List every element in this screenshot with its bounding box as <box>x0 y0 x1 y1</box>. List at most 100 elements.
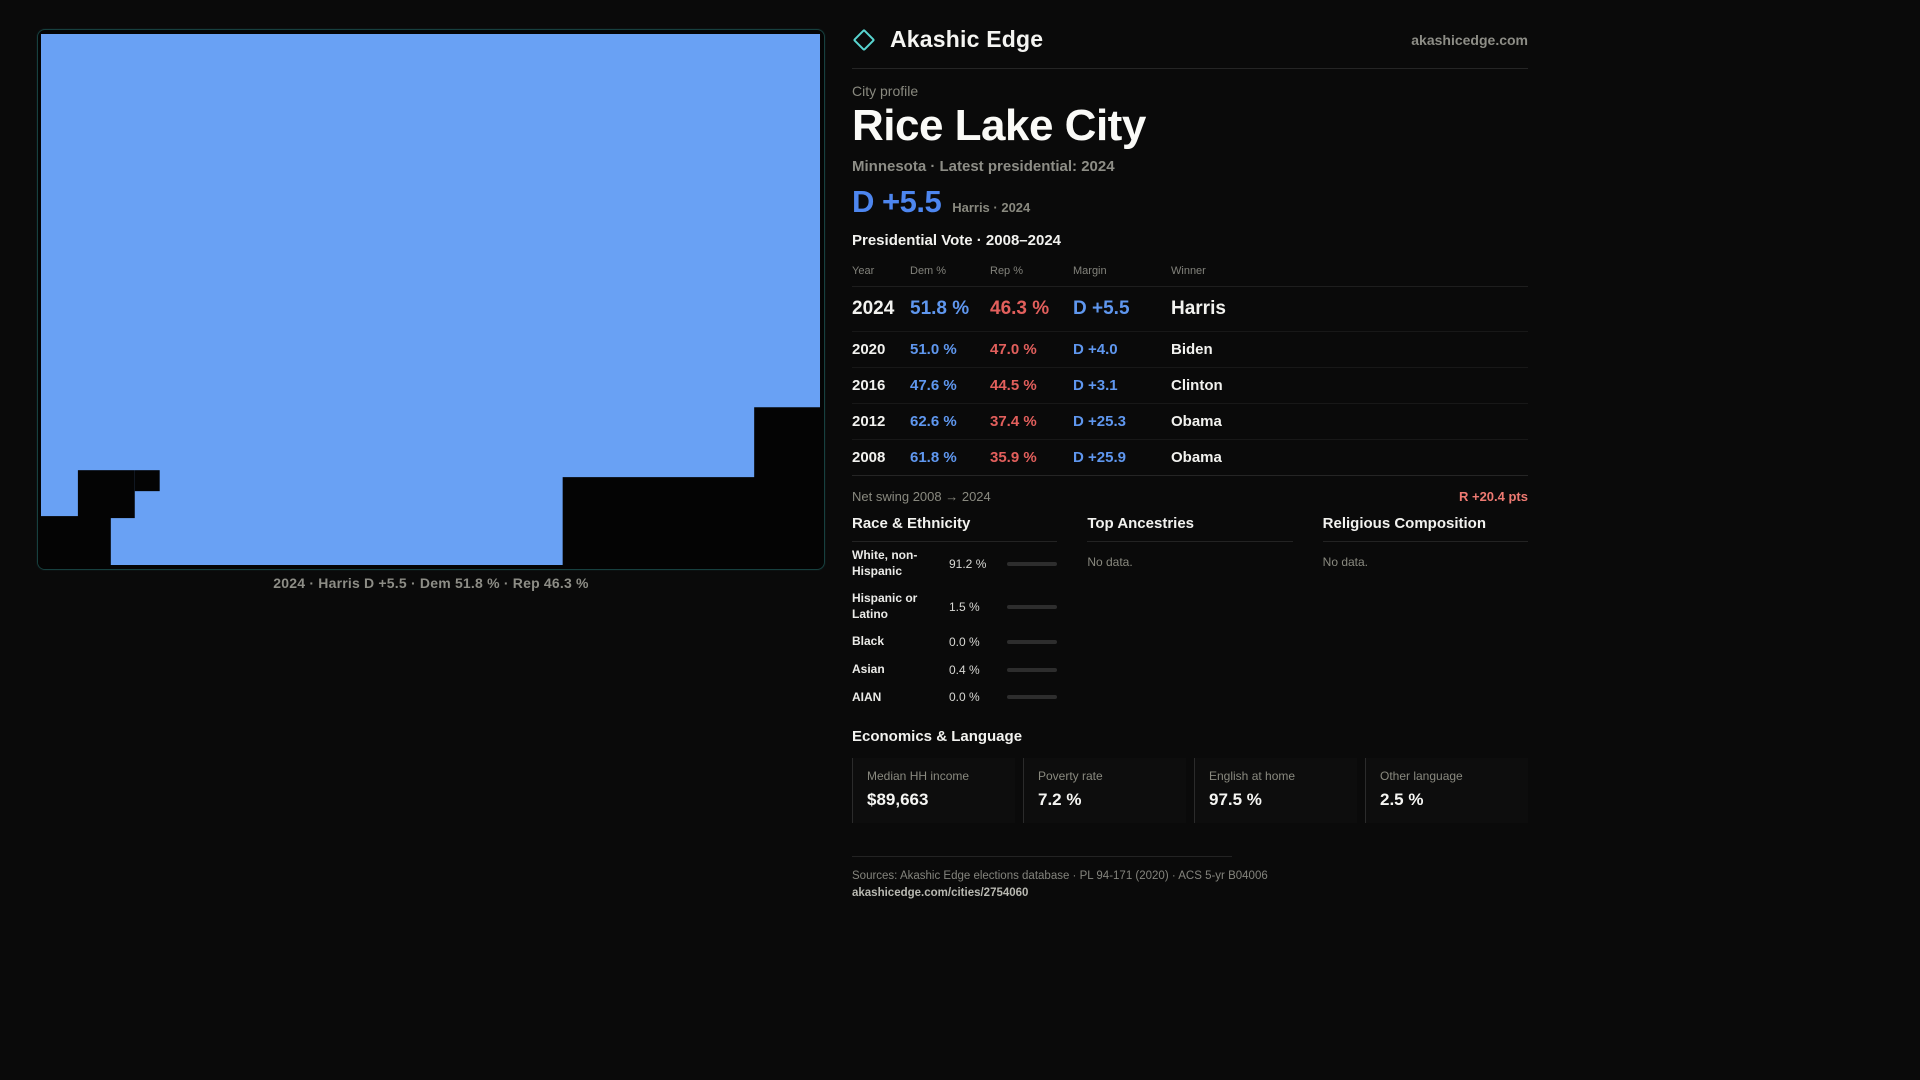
stat-value: $89,663 <box>867 790 929 810</box>
table-row: 2020 51.0 % 47.0 % D +4.0 Biden <box>852 332 1528 368</box>
stat-card: Poverty rate 7.2 % <box>1023 758 1186 824</box>
table-row: 2008 61.8 % 35.9 % D +25.9 Obama <box>852 440 1528 475</box>
margin-cell: D +25.9 <box>1073 449 1126 466</box>
race-ethnicity-title: Race & Ethnicity <box>852 515 1058 542</box>
race-value: 0.0 % <box>949 690 980 705</box>
map-notch <box>77 470 135 519</box>
table-row: 2016 47.6 % 44.5 % D +3.1 Clinton <box>852 368 1528 404</box>
year-cell: 2016 <box>852 377 886 394</box>
race-label: Hispanic or Latino <box>852 591 918 621</box>
religion-title: Religious Composition <box>1322 515 1528 542</box>
dem-cell: 51.8 % <box>910 298 970 319</box>
race-bar <box>1007 695 1058 700</box>
stat-value: 97.5 % <box>1209 790 1262 810</box>
race-value: 1.5 % <box>949 599 980 614</box>
winner-cell: Obama <box>1171 449 1222 466</box>
stat-card: Other language 2.5 % <box>1365 758 1528 824</box>
year-cell: 2012 <box>852 413 886 430</box>
vote-table: Year Dem % Rep % Margin Winner 2024 51.8… <box>852 258 1528 475</box>
dem-cell: 47.6 % <box>910 377 957 394</box>
site-domain-link[interactable]: akashicedge.com <box>1411 31 1528 48</box>
race-bar <box>1007 640 1058 645</box>
list-item: AIAN 0.0 % <box>852 684 1058 712</box>
stat-card: English at home 97.5 % <box>1194 758 1357 824</box>
rep-cell: 47.0 % <box>990 341 1037 358</box>
stat-value: 7.2 % <box>1038 790 1082 810</box>
divider <box>852 475 1528 476</box>
winner-cell: Harris <box>1171 298 1226 319</box>
race-value: 0.0 % <box>949 635 980 650</box>
profile-subtitle: Minnesota · Latest presidential: 2024 <box>852 158 1115 175</box>
race-value: 0.4 % <box>949 662 980 677</box>
race-bar <box>1007 561 1058 566</box>
margin-cell: D +25.3 <box>1073 413 1126 430</box>
table-row: 2012 62.6 % 37.4 % D +25.3 Obama <box>852 404 1528 440</box>
map-notch <box>134 470 160 492</box>
rep-cell: 46.3 % <box>990 298 1050 319</box>
economics-title: Economics & Language <box>852 728 1023 746</box>
sources-text: Sources: Akashic Edge elections database… <box>852 870 1268 883</box>
rep-cell: 37.4 % <box>990 413 1037 430</box>
winner-cell: Biden <box>1171 341 1213 358</box>
lead-margin-note: Harris · 2024 <box>952 200 1031 215</box>
stat-card: Median HH income $89,663 <box>852 758 1015 824</box>
margin-cell: D +4.0 <box>1073 341 1118 358</box>
col-dem: Dem % <box>910 265 947 277</box>
list-item: Black 0.0 % <box>852 628 1058 656</box>
stat-label: Median HH income <box>867 769 970 784</box>
list-item: White, non-Hispanic 91.2 % <box>852 542 1058 585</box>
year-cell: 2024 <box>852 298 895 319</box>
lead-margin-row: D +5.5 Harris · 2024 <box>852 184 1528 220</box>
net-swing-row: Net swing 2008 → 2024 R +20.4 pts <box>852 489 1528 504</box>
stat-value: 2.5 % <box>1380 790 1424 810</box>
vote-table-title: Presidential Vote · 2008–2024 <box>852 232 1062 249</box>
race-label: Asian <box>852 661 885 676</box>
race-ethnicity-column: Race & Ethnicity White, non-Hispanic 91.… <box>852 515 1058 712</box>
dem-cell: 51.0 % <box>910 341 957 358</box>
city-permalink[interactable]: akashicedge.com/cities/2754060 <box>852 887 1029 900</box>
race-label: White, non-Hispanic <box>852 548 918 578</box>
ancestries-empty: No data. <box>1087 555 1133 569</box>
dem-cell: 62.6 % <box>910 413 957 430</box>
footer-divider <box>852 856 1232 858</box>
demographics-columns: Race & Ethnicity White, non-Hispanic 91.… <box>852 515 1528 711</box>
col-winner: Winner <box>1171 265 1206 277</box>
race-value: 91.2 % <box>949 556 987 571</box>
race-bar <box>1007 604 1058 609</box>
rep-cell: 44.5 % <box>990 377 1037 394</box>
brand-diamond-icon <box>852 28 876 51</box>
net-swing-value: R +20.4 pts <box>1458 489 1528 504</box>
table-row: 2024 51.8 % 46.3 % D +5.5 Harris <box>852 287 1528 332</box>
site-header: Akashic Edge akashicedge.com <box>852 26 1528 69</box>
margin-cell: D +3.1 <box>1073 377 1118 394</box>
margin-cell: D +5.5 <box>1073 298 1130 319</box>
stat-label: Other language <box>1380 769 1463 784</box>
race-bar <box>1007 667 1058 672</box>
brand-name: Akashic Edge <box>890 26 1044 52</box>
profile-kicker: City profile <box>852 83 919 99</box>
economics-stats: Median HH income $89,663 Poverty rate 7.… <box>852 758 1528 824</box>
map-notch <box>38 516 111 569</box>
list-item: Asian 0.4 % <box>852 656 1058 684</box>
vote-table-header: Year Dem % Rep % Margin Winner <box>852 258 1528 287</box>
year-cell: 2020 <box>852 341 886 358</box>
dem-cell: 61.8 % <box>910 449 957 466</box>
ancestries-column: Top Ancestries No data. <box>1087 515 1293 711</box>
race-label: Black <box>852 634 885 649</box>
list-item: Hispanic or Latino 1.5 % <box>852 585 1058 628</box>
city-shape <box>40 33 821 566</box>
city-profile-panel: Akashic Edge akashicedge.com City profil… <box>852 26 1528 901</box>
stat-label: Poverty rate <box>1038 769 1103 784</box>
map-caption: 2024 · Harris D +5.5 · Dem 51.8 % · Rep … <box>273 575 589 591</box>
year-cell: 2008 <box>852 449 886 466</box>
city-map-panel <box>37 29 825 570</box>
city-map <box>38 33 821 569</box>
rep-cell: 35.9 % <box>990 449 1037 466</box>
stat-label: English at home <box>1209 769 1296 784</box>
lead-margin-value: D +5.5 <box>852 184 942 219</box>
page-title: Rice Lake City <box>852 101 1146 150</box>
race-label: AIAN <box>852 689 882 704</box>
col-year: Year <box>852 265 875 277</box>
net-swing-label: Net swing 2008 → 2024 <box>852 489 991 504</box>
winner-cell: Clinton <box>1171 377 1223 394</box>
